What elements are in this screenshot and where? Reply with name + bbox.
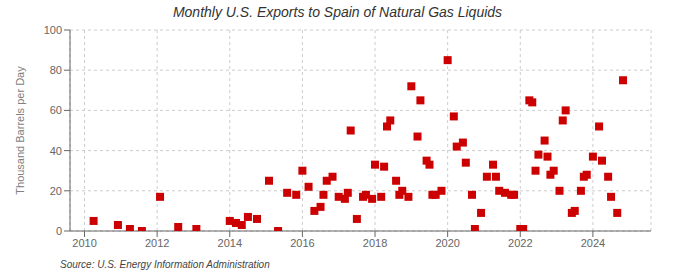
svg-text:0: 0 [56,225,62,237]
svg-text:2024: 2024 [581,237,605,249]
svg-text:Thousand Barrels per Day: Thousand Barrels per Day [14,66,26,195]
html-text:Source: U.S. Energy Informatio: Source: U.S. Energy Information Administ… [60,259,270,270]
svg-text:2014: 2014 [218,237,242,249]
svg-text:100: 100 [44,24,62,36]
svg-text:2016: 2016 [290,237,314,249]
svg-text:2022: 2022 [508,237,532,249]
svg-text:20: 20 [50,185,62,197]
svg-text:2018: 2018 [363,237,387,249]
svg-text:80: 80 [50,64,62,76]
svg-text:2010: 2010 [72,237,96,249]
svg-text:40: 40 [50,145,62,157]
svg-text:2012: 2012 [145,237,169,249]
html-text:Monthly U.S. Exports to Spain: Monthly U.S. Exports to Spain of Natural… [172,4,503,20]
svg-text:60: 60 [50,104,62,116]
svg-text:2020: 2020 [435,237,459,249]
